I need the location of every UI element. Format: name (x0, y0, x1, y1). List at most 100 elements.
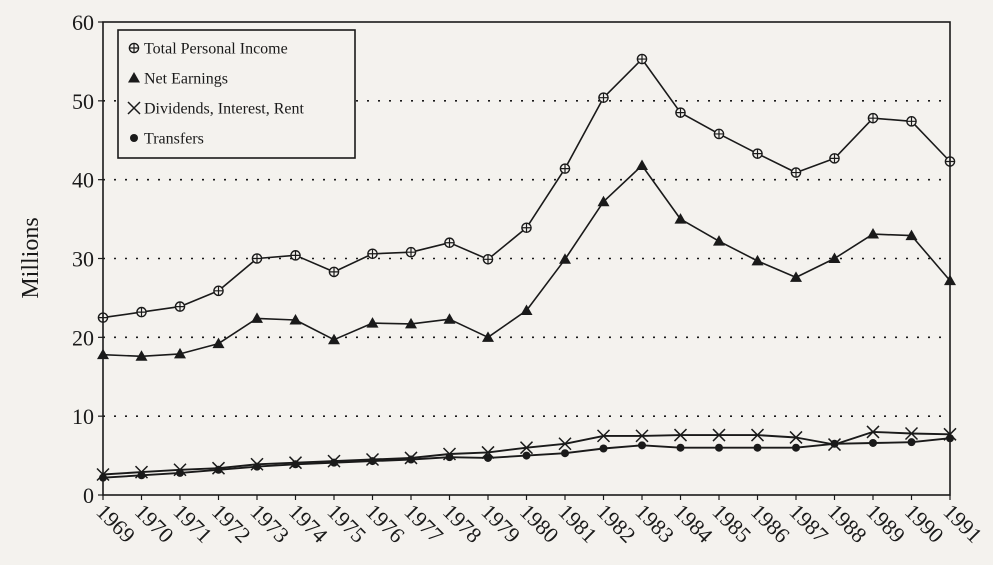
legend-item: Transfers (130, 131, 204, 148)
x-tick-label: 1989 (861, 499, 910, 548)
data-point-transfers (176, 468, 184, 477)
data-point-total-personal-income (867, 112, 879, 124)
data-point-net-earnings (251, 312, 263, 323)
data-point-total-personal-income (251, 253, 263, 264)
data-point-total-personal-income (174, 301, 186, 312)
data-point-dividends-interest-rent (904, 426, 919, 441)
data-point-transfers (676, 443, 685, 452)
legend-label: Total Personal Income (144, 41, 288, 58)
gridlines (103, 100, 950, 417)
data-point-net-earnings (174, 347, 186, 359)
plot-frame (102, 21, 951, 496)
data-point-transfers (330, 458, 338, 467)
legend-label: Dividends, Interest, Rent (144, 101, 305, 118)
data-point-transfers (907, 438, 916, 447)
y-tick-label: 60 (72, 10, 94, 35)
x-tick-label: 1987 (784, 499, 833, 548)
data-point-net-earnings (520, 304, 533, 316)
series-transfers (99, 434, 954, 482)
data-point-total-personal-income (405, 246, 417, 258)
data-point-transfers (368, 457, 377, 466)
data-point-transfers (869, 438, 877, 447)
legend-marker (130, 134, 138, 142)
data-point-net-earnings (751, 254, 764, 266)
data-point-dividends-interest-rent (789, 430, 803, 444)
data-point-net-earnings (867, 228, 879, 239)
data-point-total-personal-income (713, 128, 725, 140)
x-tick-label: 1980 (515, 499, 564, 548)
data-point-net-earnings (790, 271, 802, 282)
x-tick-label: 1984 (669, 499, 718, 548)
data-point-total-personal-income (675, 107, 686, 118)
data-point-net-earnings (713, 235, 725, 246)
x-tick-label: 1981 (553, 499, 602, 548)
data-point-total-personal-income (829, 153, 840, 164)
data-point-dividends-interest-rent (558, 437, 572, 451)
x-tick-label: 1983 (630, 499, 679, 548)
x-tick-label: 1982 (592, 499, 641, 548)
data-point-dividends-interest-rent (673, 428, 688, 442)
data-point-transfers (407, 455, 415, 464)
y-tick-label: 30 (72, 247, 94, 272)
data-point-dividends-interest-rent (596, 429, 611, 443)
data-point-dividends-interest-rent (866, 425, 880, 439)
data-point-net-earnings (674, 213, 687, 224)
legend-item: Total Personal Income (128, 41, 288, 58)
data-point-transfers (561, 449, 569, 458)
x-tick-label: 1990 (900, 499, 949, 548)
y-tick-label: 10 (72, 404, 94, 429)
data-point-transfers (638, 441, 646, 450)
data-point-total-personal-income (367, 248, 378, 260)
x-tick-label: 1976 (361, 499, 410, 548)
x-tick-label: 1986 (746, 499, 795, 548)
y-axis-ticks: 0 10 20 30 40 50 60 (72, 10, 103, 508)
data-point-total-personal-income (482, 253, 494, 265)
y-tick-label: 0 (83, 483, 94, 508)
data-point-total-personal-income (790, 167, 802, 178)
data-point-total-personal-income (598, 92, 609, 103)
data-point-transfers (445, 453, 454, 462)
data-point-net-earnings (828, 252, 841, 263)
y-tick-label: 20 (72, 325, 94, 350)
legend-label: Transfers (144, 131, 204, 148)
y-axis-title: Millions (18, 217, 44, 298)
data-point-net-earnings (212, 337, 225, 349)
x-axis-ticks: 1969197019711972197319741975197619771978… (91, 495, 987, 548)
data-point-net-earnings (135, 350, 148, 361)
data-point-net-earnings (289, 313, 302, 325)
x-tick-label: 1985 (707, 499, 756, 548)
x-tick-label: 1970 (130, 499, 179, 548)
data-point-transfers (214, 465, 223, 474)
data-point-transfers (753, 443, 762, 452)
data-point-total-personal-income (290, 250, 301, 261)
series-total-personal-income (97, 53, 956, 323)
series-net-earnings (97, 159, 956, 361)
data-point-transfers (715, 443, 723, 452)
legend-item: Dividends, Interest, Rent (127, 101, 305, 118)
data-point-total-personal-income (213, 285, 224, 297)
data-point-net-earnings (482, 331, 494, 342)
data-point-transfers (484, 453, 492, 462)
data-point-total-personal-income (521, 222, 532, 234)
data-point-net-earnings (597, 195, 610, 207)
data-point-net-earnings (366, 317, 379, 328)
x-tick-label: 1975 (322, 499, 371, 548)
x-tick-label: 1979 (476, 499, 525, 548)
data-point-net-earnings (905, 229, 918, 241)
x-tick-label: 1977 (399, 499, 448, 548)
data-point-total-personal-income (328, 266, 340, 278)
x-tick-label: 1978 (438, 499, 487, 548)
y-tick-label: 50 (72, 89, 94, 114)
data-point-net-earnings (443, 313, 456, 324)
data-point-transfers (253, 462, 261, 471)
x-tick-label: 1988 (823, 499, 872, 548)
data-point-dividends-interest-rent (519, 441, 534, 455)
x-tick-label: 1972 (207, 499, 256, 548)
data-point-net-earnings (559, 253, 571, 264)
data-point-net-earnings (636, 159, 648, 170)
x-tick-label: 1971 (168, 499, 217, 548)
data-point-transfers (792, 443, 800, 452)
data-point-total-personal-income (444, 237, 455, 249)
data-point-dividends-interest-rent (750, 428, 765, 442)
